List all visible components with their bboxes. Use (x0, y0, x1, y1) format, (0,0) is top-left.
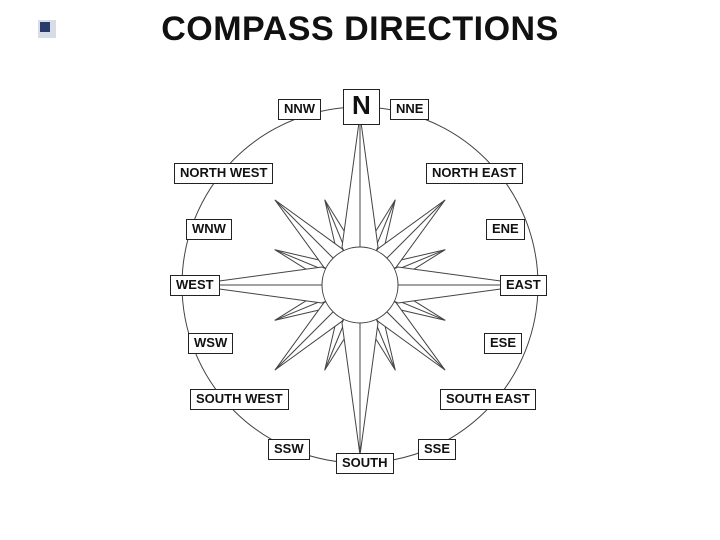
label-ne: NORTH EAST (426, 163, 523, 184)
label-sw: SOUTH WEST (190, 389, 289, 410)
label-nne: NNE (390, 99, 429, 120)
label-n: N (343, 89, 380, 125)
label-e: EAST (500, 275, 547, 296)
label-ssw: SSW (268, 439, 310, 460)
label-ene: ENE (486, 219, 525, 240)
label-s: SOUTH (336, 453, 394, 474)
page-title: COMPASS DIRECTIONS (0, 10, 720, 49)
label-se: SOUTH EAST (440, 389, 536, 410)
compass-container: N NNE NORTH EAST ENE EAST ESE SOUTH EAST… (160, 85, 560, 485)
label-wnw: WNW (186, 219, 232, 240)
label-ese: ESE (484, 333, 522, 354)
label-nw: NORTH WEST (174, 163, 273, 184)
label-sse: SSE (418, 439, 456, 460)
label-w: WEST (170, 275, 220, 296)
label-wsw: WSW (188, 333, 233, 354)
label-nnw: NNW (278, 99, 321, 120)
